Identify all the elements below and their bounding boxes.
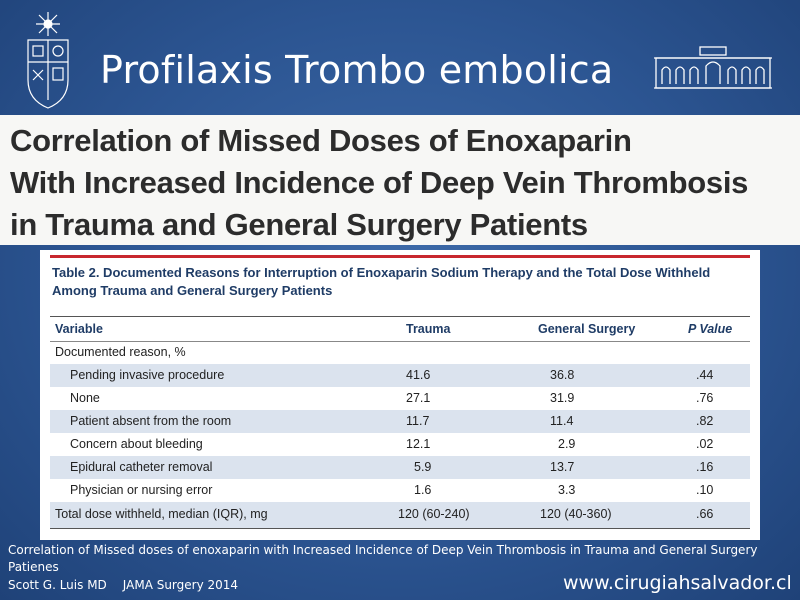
row-general-surgery-value: 3.3 (558, 483, 576, 497)
footer-reference: Correlation of Missed doses of enoxapari… (8, 543, 758, 574)
table-row: Physician or nursing error 1.6 3.3 .10 (50, 479, 750, 502)
row-trauma-value: 12.1 (406, 437, 431, 451)
header-variable: Variable (55, 322, 103, 336)
row-trauma-value: 27.1 (406, 391, 431, 405)
row-variable: Patient absent from the room (70, 414, 232, 428)
hospital-building-icon (654, 46, 772, 89)
slide-title: Profilaxis Trombo embolica (100, 48, 614, 92)
header-p-value: P Value (688, 322, 733, 336)
header-trauma: Trauma (406, 322, 451, 336)
results-table: Table 2. Documented Reasons for Interrup… (40, 250, 760, 540)
footer-journal: JAMA Surgery 2014 (122, 578, 239, 592)
row-variable: Pending invasive procedure (70, 368, 225, 382)
footer-author: Scott G. Luis MD (8, 578, 107, 592)
row-general-surgery-value: 11.4 (550, 414, 574, 428)
total-general-surgery-value: 120 (40-360) (540, 507, 612, 521)
table-total-row: Total dose withheld, median (IQR), mg 12… (50, 502, 750, 529)
row-general-surgery-value: 36.8 (550, 368, 575, 382)
article-title-line-2: With Increased Incidence of Deep Vein Th… (10, 165, 749, 200)
article-title-line-1: Correlation of Missed Doses of Enoxapari… (10, 123, 632, 158)
article-title-line-3: in Trauma and General Surgery Patients (10, 207, 588, 242)
table-row: Concern about bleeding 12.1 2.9 .02 (50, 433, 750, 456)
table-row: Pending invasive procedure 41.6 36.8 .44 (50, 364, 750, 387)
row-trauma-value: 5.9 (414, 460, 432, 474)
table-caption: Table 2. Documented Reasons for Interrup… (52, 265, 711, 298)
row-variable: Concern about bleeding (70, 437, 203, 451)
table-section-row: Documented reason, % (50, 341, 750, 364)
row-p-value: .16 (696, 460, 714, 474)
table-row: None 27.1 31.9 .76 (50, 387, 750, 410)
table-row: Patient absent from the room 11.7 11.4 .… (50, 410, 750, 433)
row-p-value: .10 (696, 483, 714, 497)
row-general-surgery-value: 2.9 (558, 437, 576, 451)
row-variable: Physician or nursing error (70, 483, 213, 497)
row-trauma-value: 1.6 (414, 483, 432, 497)
row-variable: None (70, 391, 100, 405)
table-header-row: Variable Trauma General Surgery P Value (50, 316, 750, 342)
row-general-surgery-value: 13.7 (550, 460, 575, 474)
row-p-value: .02 (696, 437, 714, 451)
row-p-value: .76 (696, 391, 714, 405)
row-trauma-value: 11.7 (406, 414, 430, 428)
article-title-banner: Correlation of Missed Doses of Enoxapari… (0, 115, 800, 245)
row-p-value: .82 (696, 414, 714, 428)
university-crest-icon (27, 12, 69, 109)
footer-website-link[interactable]: www.cirugiahsalvador.cl (563, 572, 792, 594)
row-trauma-value: 41.6 (406, 368, 431, 382)
table-top-rule (50, 255, 750, 258)
footer-citation: Scott G. Luis MD JAMA Surgery 2014 (8, 578, 238, 592)
row-general-surgery-value: 31.9 (550, 391, 575, 405)
row-variable: Epidural catheter removal (70, 460, 213, 474)
header-general-surgery: General Surgery (538, 322, 636, 336)
row-p-value: .44 (696, 368, 714, 382)
total-p-value: .66 (696, 507, 714, 521)
table-row: Epidural catheter removal 5.9 13.7 .16 (50, 456, 750, 479)
total-variable: Total dose withheld, median (IQR), mg (55, 507, 268, 521)
total-trauma-value: 120 (60-240) (398, 507, 470, 521)
section-label: Documented reason, % (55, 345, 186, 359)
